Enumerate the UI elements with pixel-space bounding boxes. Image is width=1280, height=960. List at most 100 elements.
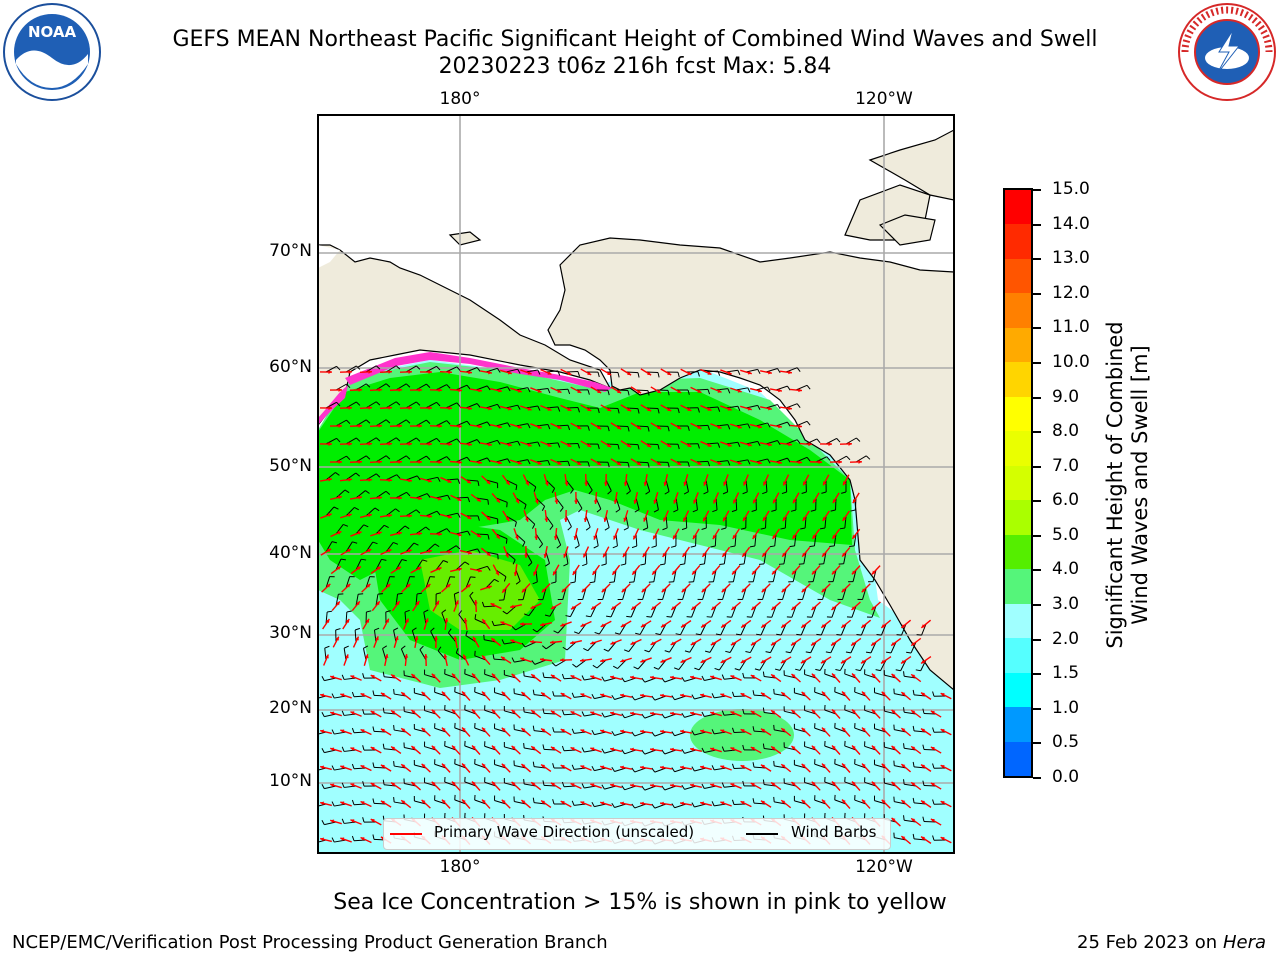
colorbar-segment — [1005, 638, 1031, 674]
wind-barb — [504, 641, 517, 645]
wind-barb — [655, 497, 659, 510]
wave-arrow-head — [851, 606, 856, 610]
wave-arrow-head — [405, 618, 409, 623]
wind-barb-flag — [557, 442, 561, 448]
wave-arrow-head — [653, 499, 658, 504]
wave-arrow-head — [842, 727, 846, 732]
wave-arrow-head — [490, 603, 495, 607]
wind-barb-flag — [699, 563, 705, 566]
wind-barb-flag — [731, 727, 735, 733]
wind-barb — [700, 623, 707, 635]
wind-barb-flag — [372, 690, 375, 696]
wave-arrow-head — [572, 571, 577, 576]
wind-barb — [375, 490, 387, 499]
wind-barb — [742, 587, 747, 600]
wave-arrow-head — [481, 691, 486, 696]
wave-arrow-head — [740, 693, 745, 697]
wind-barb — [425, 476, 438, 481]
wave-arrow-head — [670, 675, 674, 680]
wind-barb — [921, 623, 927, 636]
wind-barb — [365, 473, 377, 481]
wind-barb-flag — [601, 748, 605, 754]
wind-barb — [565, 551, 569, 564]
wind-barb-flag — [727, 424, 731, 430]
wave-arrow-head — [761, 623, 766, 628]
wind-barb-flag — [404, 525, 410, 530]
wave-arrow-head — [328, 442, 332, 446]
wind-barb — [855, 455, 867, 463]
land-island-4 — [878, 214, 936, 246]
wind-barb-flag — [617, 408, 620, 414]
wind-barb — [785, 367, 798, 373]
wind-barb — [394, 801, 407, 805]
wind-barb-flag — [541, 645, 547, 650]
wind-barb-flag — [497, 404, 501, 409]
wind-barb — [792, 569, 797, 582]
wind-barb — [662, 587, 667, 600]
colorbar-segment — [1005, 396, 1031, 432]
wave-arrow-head — [663, 517, 667, 522]
wave-arrow-head — [731, 606, 736, 610]
wind-barb-flag — [727, 460, 731, 466]
wave-arrow-head — [587, 443, 592, 447]
wave-arrow-head — [643, 482, 648, 486]
wind-barb-flag — [839, 527, 845, 530]
wind-barb-flag — [312, 803, 315, 807]
wind-barb — [545, 442, 558, 445]
wind-barb-flag — [355, 472, 360, 477]
wave-arrow-head — [378, 459, 382, 464]
wind-barb — [864, 781, 877, 787]
wind-barb — [824, 745, 837, 751]
wind-barb-flag — [777, 440, 781, 446]
wind-barb-flag — [657, 444, 660, 450]
wave-arrow-head — [448, 370, 452, 375]
wind-barb — [334, 839, 347, 843]
wind-barb-flag — [631, 767, 636, 773]
wave-arrow-head — [781, 624, 786, 628]
wind-barb-flag — [903, 743, 905, 749]
wind-barb — [725, 369, 738, 373]
wave-arrow-head — [491, 709, 496, 714]
wind-barb-flag — [532, 761, 535, 767]
wind-barb — [495, 422, 508, 427]
wave-arrow-head — [438, 424, 442, 428]
lon-label-bottom-180: 180° — [439, 857, 481, 877]
wind-barb — [795, 420, 808, 427]
wind-barb — [318, 767, 327, 771]
wind-barb-flag — [561, 673, 565, 679]
wind-barb-flag — [561, 781, 565, 787]
wind-barb — [344, 713, 357, 716]
colorbar-tick — [1033, 361, 1041, 364]
wind-barb-flag — [611, 695, 615, 700]
wind-barb-flag — [362, 673, 365, 679]
wave-arrow-head — [881, 624, 886, 628]
wind-barb — [914, 802, 927, 805]
wind-barb-flag — [446, 456, 451, 461]
wave-arrow-head — [473, 636, 477, 641]
wind-barb — [725, 405, 738, 409]
wind-barb-flag — [474, 614, 477, 620]
wind-barb-flag — [477, 480, 480, 487]
wind-barb — [353, 731, 367, 734]
wind-barb-flag — [587, 425, 590, 431]
wind-barb-flag — [673, 667, 679, 671]
wind-barb — [504, 710, 517, 715]
wind-barb-flag — [606, 615, 612, 618]
wave-arrow-head — [370, 711, 375, 715]
wave-arrow-head — [428, 442, 432, 446]
wind-barb-flag — [385, 383, 391, 388]
wind-barb-flag — [341, 674, 345, 680]
wind-barb — [814, 799, 827, 805]
wave-arrow-head — [818, 460, 822, 465]
wind-barb — [385, 365, 397, 373]
wave-arrow-head — [791, 710, 796, 714]
colorbar-tick — [1033, 431, 1041, 434]
wind-barb-flag — [583, 647, 589, 652]
wind-barb — [525, 369, 538, 373]
wind-barb-flag — [551, 488, 556, 493]
wave-arrow-head — [488, 370, 492, 375]
wave-arrow-head — [798, 460, 802, 465]
wave-arrow-head — [821, 624, 826, 628]
wind-barb-flag — [641, 677, 646, 683]
wind-barb — [414, 692, 427, 697]
